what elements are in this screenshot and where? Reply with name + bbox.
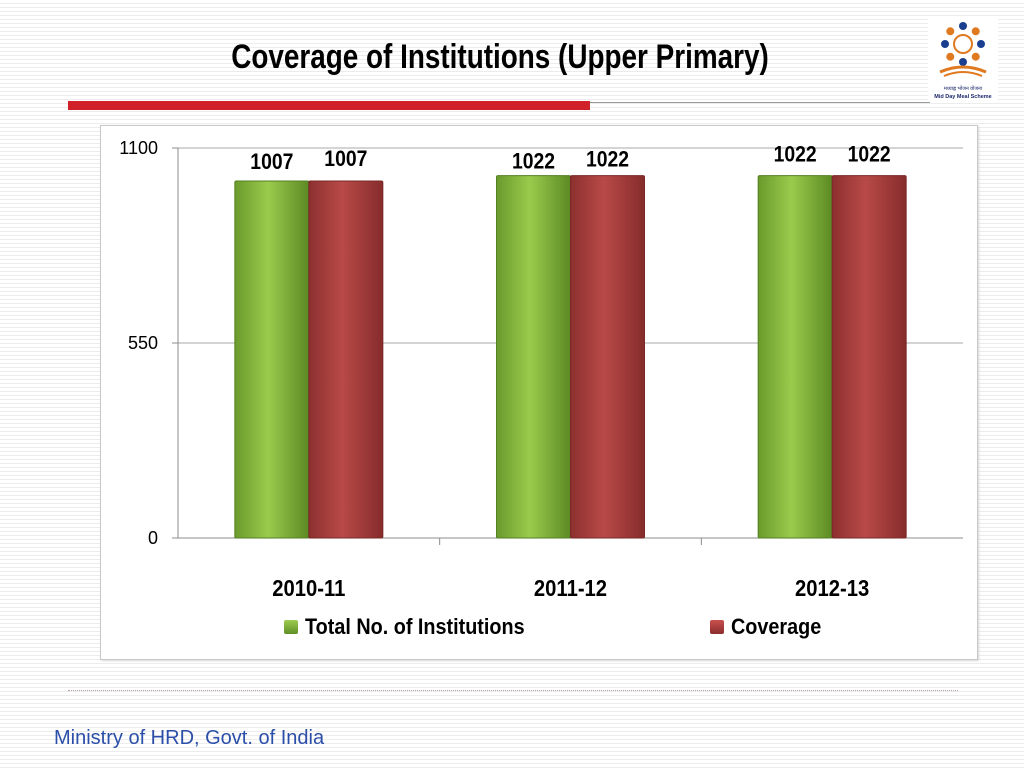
footer-divider — [68, 690, 958, 691]
title-underline-red — [68, 101, 590, 110]
legend-item-coverage: Coverage — [710, 612, 831, 642]
logo-hindi-text: मध्याह्न भोजन योजना — [943, 86, 983, 92]
legend-swatch-red — [710, 620, 724, 634]
data-label-total-2010-11: 1007 — [250, 150, 293, 174]
x-category-label-2012-13: 2012-13 — [795, 575, 869, 602]
chart-frame: 0 550 1100 1007 1007 2010-11 1022 1022 2011-12 10… — [100, 125, 978, 660]
legend-item-total-institutions: Total No. of Institutions — [284, 612, 549, 642]
bar-coverage-2010-11 — [308, 180, 384, 539]
footer-text: Ministry of HRD, Govt. of India — [54, 727, 325, 749]
bar-chart: 0 550 1100 1007 1007 2010-11 1022 1022 2011-12 10… — [119, 138, 963, 602]
bar-total-2010-11 — [234, 180, 310, 539]
mid-day-meal-logo: मध्याह्न भोजन योजना Mid Day Meal Scheme — [928, 18, 998, 102]
data-label-coverage-2010-11: 1007 — [324, 147, 367, 171]
legend-label-total-institutions: Total No. of Institutions — [305, 614, 525, 639]
logo-figure-0 — [959, 22, 967, 30]
x-category-label-2011-12: 2011-12 — [534, 575, 607, 602]
bar-coverage-2011-12 — [570, 175, 645, 539]
logo-figure-6 — [941, 40, 949, 48]
mid-day-meal-emblem-icon — [939, 22, 987, 77]
bar-total-2011-12 — [496, 175, 571, 539]
bar-coverage-2012-13 — [831, 175, 907, 539]
legend-label-coverage: Coverage — [731, 614, 822, 639]
title-underline-gray — [590, 102, 930, 103]
data-label-total-2011-12: 1022 — [512, 150, 555, 174]
slide-title: Coverage of Institutions (Upper Primary) — [231, 38, 769, 76]
legend-swatch-green — [284, 620, 298, 634]
logo-figure-5 — [946, 52, 955, 61]
data-label-coverage-2012-13: 1022 — [848, 143, 891, 167]
logo-figure-2 — [977, 40, 985, 48]
y-tick-label-1100: 1100 — [119, 138, 158, 158]
data-label-coverage-2011-12: 1022 — [586, 148, 629, 172]
logo-figure-7 — [946, 27, 955, 36]
logo-figure-1 — [971, 27, 980, 36]
logo-english-text: Mid Day Meal Scheme — [934, 94, 992, 100]
logo-figure-4 — [959, 58, 967, 66]
logo-center-ring — [953, 34, 973, 54]
y-tick-label-550: 550 — [128, 333, 158, 353]
logo-figure-3 — [971, 52, 980, 61]
y-tick-label-0: 0 — [148, 528, 158, 548]
bar-total-2012-13 — [757, 175, 833, 539]
data-label-total-2012-13: 1022 — [774, 143, 817, 167]
x-category-label-2010-11: 2010-11 — [272, 575, 345, 602]
